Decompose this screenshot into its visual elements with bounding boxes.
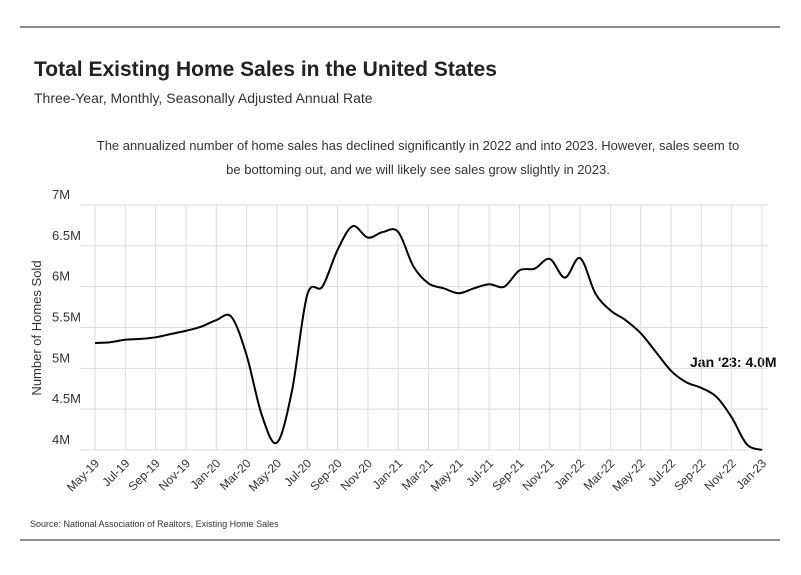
- source: Source: National Association of Realtors…: [30, 519, 279, 529]
- chart-subtitle: Three-Year, Monthly, Seasonally Adjusted…: [34, 90, 373, 106]
- x-tick-label: Jan-20: [188, 456, 224, 492]
- y-tick-label: 5.5M: [52, 310, 81, 325]
- x-tick-label: Sep-20: [307, 456, 344, 493]
- x-tick-label: May-22: [610, 456, 648, 494]
- y-tick-label: 6.5M: [52, 228, 81, 243]
- x-tick-label: Nov-20: [338, 456, 375, 493]
- x-tick-label: Sep-19: [125, 456, 162, 493]
- x-tick-label: May-21: [428, 456, 466, 494]
- annotation: Jan '23: 4.0M: [690, 354, 777, 370]
- y-tick-label: 6M: [52, 269, 70, 284]
- y-tick-label: 4.5M: [52, 391, 81, 406]
- x-tick-label: Jan-23: [733, 456, 769, 492]
- note: The annualized number of home sales has …: [96, 138, 740, 177]
- x-tick-label: Jan-22: [551, 456, 587, 492]
- chart-title: Total Existing Home Sales in the United …: [34, 58, 497, 81]
- line: [94, 225, 763, 451]
- x-tick-label: Nov-22: [702, 456, 739, 493]
- x-tick-label: May-20: [246, 456, 284, 494]
- x-tick-label: Jan-21: [369, 456, 405, 492]
- x-tick-label: Sep-22: [671, 456, 708, 493]
- x-tick-label: May-19: [64, 456, 102, 494]
- x-tick-label: Nov-21: [520, 456, 557, 493]
- y-axis-label: Number of Homes Sold: [29, 260, 44, 395]
- y-tick-label: 5M: [52, 350, 70, 365]
- x-tick-label: Nov-19: [156, 456, 193, 493]
- x-tick-label: Sep-21: [489, 456, 526, 493]
- y-tick-label: 7M: [52, 187, 70, 202]
- y-tick-label: 4M: [52, 432, 70, 447]
